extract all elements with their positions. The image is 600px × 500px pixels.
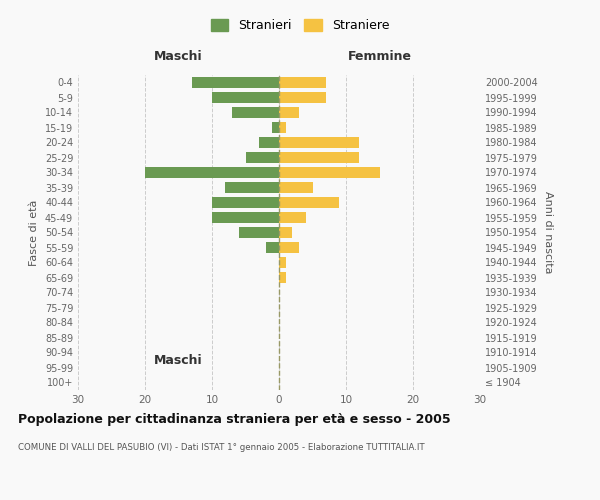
- Bar: [279, 137, 359, 148]
- Bar: [259, 137, 279, 148]
- Bar: [212, 212, 279, 223]
- Bar: [212, 197, 279, 208]
- Bar: [145, 167, 279, 178]
- Text: Popolazione per cittadinanza straniera per età e sesso - 2005: Popolazione per cittadinanza straniera p…: [18, 412, 451, 426]
- Bar: [279, 182, 313, 193]
- Bar: [279, 167, 380, 178]
- Bar: [226, 182, 279, 193]
- Bar: [279, 212, 306, 223]
- Bar: [245, 152, 279, 163]
- Text: Maschi: Maschi: [154, 354, 203, 367]
- Bar: [239, 227, 279, 238]
- Y-axis label: Fasce di età: Fasce di età: [29, 200, 39, 266]
- Bar: [279, 77, 326, 88]
- Bar: [279, 92, 326, 103]
- Bar: [279, 272, 286, 283]
- Text: Maschi: Maschi: [154, 50, 203, 63]
- Bar: [192, 77, 279, 88]
- Bar: [279, 152, 359, 163]
- Bar: [279, 107, 299, 118]
- Bar: [266, 242, 279, 253]
- Y-axis label: Anni di nascita: Anni di nascita: [543, 191, 553, 274]
- Bar: [279, 227, 292, 238]
- Bar: [272, 122, 279, 133]
- Bar: [212, 92, 279, 103]
- Bar: [232, 107, 279, 118]
- Bar: [279, 257, 286, 268]
- Bar: [279, 122, 286, 133]
- Text: Femmine: Femmine: [347, 50, 412, 63]
- Legend: Stranieri, Straniere: Stranieri, Straniere: [206, 14, 394, 37]
- Bar: [279, 242, 299, 253]
- Text: COMUNE DI VALLI DEL PASUBIO (VI) - Dati ISTAT 1° gennaio 2005 - Elaborazione TUT: COMUNE DI VALLI DEL PASUBIO (VI) - Dati …: [18, 442, 425, 452]
- Bar: [279, 197, 340, 208]
